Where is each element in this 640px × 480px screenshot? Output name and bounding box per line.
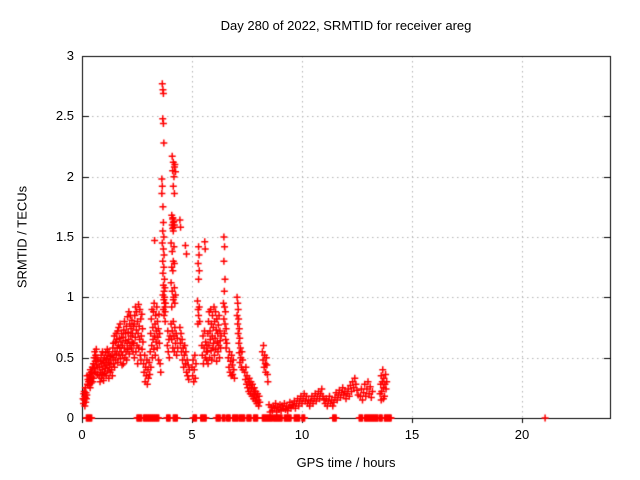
y-tick-label: 2.5 bbox=[55, 108, 74, 124]
x-tick-label: 10 bbox=[294, 427, 310, 442]
x-axis-title: GPS time / hours bbox=[296, 455, 396, 470]
chart-title: Day 280 of 2022, SRMTID for receiver are… bbox=[220, 18, 472, 33]
x-tick-label: 15 bbox=[404, 427, 420, 442]
y-tick-label: 1 bbox=[66, 289, 74, 305]
y-tick-label: 0.5 bbox=[55, 349, 74, 365]
y-tick-label: 0 bbox=[66, 410, 74, 425]
y-tick-label: 2 bbox=[66, 168, 74, 184]
x-tick-label: 0 bbox=[78, 427, 86, 442]
y-tick-label: 1.5 bbox=[55, 229, 74, 244]
x-tick-label: 5 bbox=[188, 427, 196, 442]
y-tick-label: 3 bbox=[66, 48, 74, 63]
x-tick-label: 20 bbox=[514, 427, 530, 442]
